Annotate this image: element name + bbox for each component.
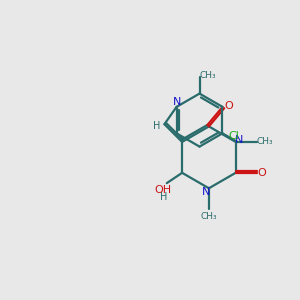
Text: H: H — [153, 121, 161, 131]
Text: CH₃: CH₃ — [200, 71, 216, 80]
Text: N: N — [202, 187, 211, 197]
Text: H: H — [160, 192, 167, 202]
Text: Cl: Cl — [229, 131, 240, 141]
Text: CH₃: CH₃ — [257, 137, 273, 146]
Text: N: N — [173, 98, 182, 107]
Text: O: O — [224, 101, 233, 111]
Text: CH₃: CH₃ — [201, 212, 217, 221]
Text: O: O — [258, 168, 266, 178]
Text: N: N — [235, 135, 243, 146]
Text: OH: OH — [155, 184, 172, 195]
